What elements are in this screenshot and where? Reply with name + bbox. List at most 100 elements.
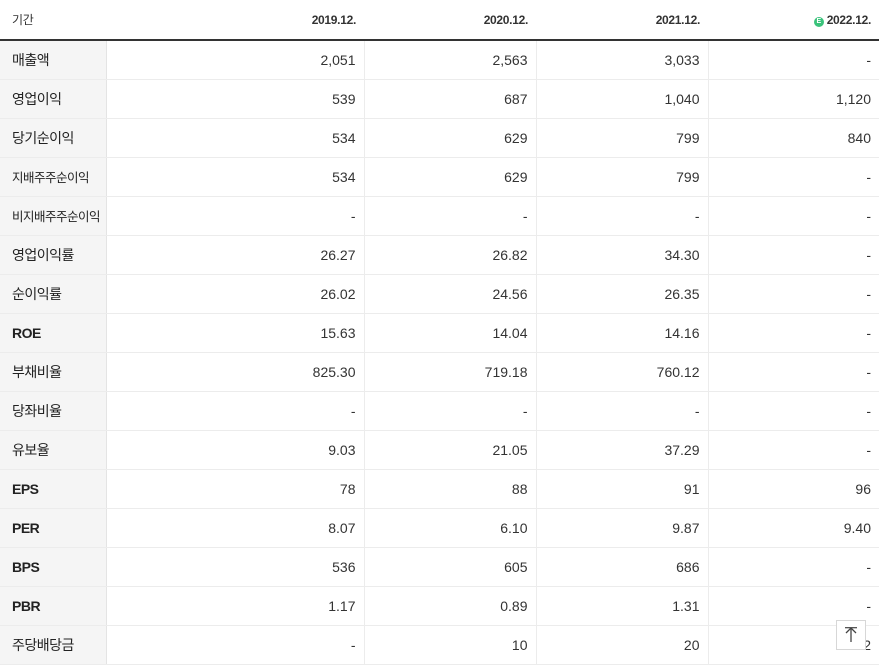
cell-value: 536: [106, 547, 365, 587]
cell-value: 9.87: [536, 508, 709, 548]
cell-value: 799: [536, 157, 709, 197]
table-row-operating-income: 영업이익 539 687 1,040 1,120: [0, 79, 879, 119]
cell-value: 88: [364, 468, 537, 509]
cell-value: 8.07: [106, 508, 365, 548]
cell-value: 91: [536, 468, 709, 509]
cell-value: 534: [106, 157, 365, 197]
period-2022-label: 2022.12.: [826, 12, 872, 27]
cell-value: 799: [536, 118, 709, 158]
cell-value: 840: [708, 118, 879, 158]
cell-value: 2,563: [364, 40, 537, 80]
table-row-quick-ratio: 당좌비율 - - - -: [0, 391, 879, 431]
cell-value: 629: [364, 157, 537, 197]
cell-value: 26.02: [106, 274, 365, 314]
cell-value: 37.29: [536, 430, 709, 470]
cell-value: -: [708, 391, 879, 431]
cell-value: 687: [364, 79, 537, 119]
row-label: 지배주주순이익: [0, 157, 107, 197]
row-label: PER: [0, 508, 107, 548]
cell-value: -: [708, 586, 879, 626]
cell-value: -: [708, 157, 879, 197]
row-label: ROE: [0, 313, 107, 353]
cell-value: 719.18: [364, 351, 537, 392]
table-row-noncontrolling-net-income: 비지배주주순이익 - - - -: [0, 196, 879, 236]
cell-value: 825.30: [106, 351, 365, 392]
row-label: 당기순이익: [0, 118, 107, 158]
cell-value: -: [106, 196, 365, 236]
table-row-debt-ratio: 부채비율 825.30 719.18 760.12 -: [0, 351, 879, 392]
period-2019: 2019.12.: [106, 0, 364, 41]
arrow-up-icon: [845, 627, 857, 642]
cell-value: -: [364, 391, 537, 431]
cell-value: 34.30: [536, 234, 709, 275]
row-label: 영업이익률: [0, 234, 107, 275]
row-label: 영업이익: [0, 79, 107, 119]
cell-value: 21.05: [364, 430, 537, 470]
cell-value: 2,051: [106, 40, 365, 80]
row-label: 주당배당금: [0, 624, 107, 665]
row-label: 비지배주주순이익: [0, 196, 107, 236]
cell-value: -: [708, 351, 879, 392]
table-row-operating-margin: 영업이익률 26.27 26.82 34.30 -: [0, 234, 879, 275]
table-row-bps: BPS 536 605 686 -: [0, 547, 879, 587]
table-row-per: PER 8.07 6.10 9.87 9.40: [0, 508, 879, 548]
cell-value: 14.16: [536, 313, 709, 353]
cell-value: -: [708, 547, 879, 587]
row-label: EPS: [0, 468, 107, 509]
cell-value: 0.89: [364, 586, 537, 626]
cell-value: 15.63: [106, 313, 365, 353]
row-label: 부채비율: [0, 351, 107, 392]
cell-value: -: [536, 391, 709, 431]
table-row-net-margin: 순이익률 26.02 24.56 26.35 -: [0, 274, 879, 314]
cell-value: 1,040: [536, 79, 709, 119]
table-row-dividend-per-share: 주당배당금 - 10 20 2: [0, 624, 879, 665]
row-label: 유보율: [0, 430, 107, 470]
cell-value: 26.27: [106, 234, 365, 275]
cell-value: 534: [106, 118, 365, 158]
table-row-pbr: PBR 1.17 0.89 1.31 -: [0, 586, 879, 626]
cell-value: -: [708, 313, 879, 353]
cell-value: 539: [106, 79, 365, 119]
cell-value: -: [708, 40, 879, 80]
scroll-to-top-button[interactable]: [836, 620, 866, 650]
cell-value: -: [364, 196, 537, 236]
cell-value: -: [708, 234, 879, 275]
period-header-label: 기간: [0, 0, 106, 41]
cell-value: 605: [364, 547, 537, 587]
table-row-revenue: 매출액 2,051 2,563 3,033 -: [0, 40, 879, 80]
table-header-row: 기간 2019.12. 2020.12. 2021.12. E 2022.12.: [0, 0, 879, 41]
table-row-controlling-net-income: 지배주주순이익 534 629 799 -: [0, 157, 879, 197]
cell-value: 24.56: [364, 274, 537, 314]
row-label: 매출액: [0, 40, 107, 80]
cell-value: 9.03: [106, 430, 365, 470]
period-2020: 2020.12.: [364, 0, 536, 41]
cell-value: 3,033: [536, 40, 709, 80]
row-label: 순이익률: [0, 274, 107, 314]
table-row-eps: EPS 78 88 91 96: [0, 468, 879, 509]
cell-value: -: [708, 274, 879, 314]
cell-value: -: [708, 196, 879, 236]
table-row-net-income: 당기순이익 534 629 799 840: [0, 118, 879, 158]
cell-value: 9.40: [708, 508, 879, 548]
cell-value: 20: [536, 624, 709, 665]
cell-value: 760.12: [536, 351, 709, 392]
estimate-badge-icon: E: [813, 16, 824, 27]
cell-value: 14.04: [364, 313, 537, 353]
cell-value: 10: [364, 624, 537, 665]
row-label: BPS: [0, 547, 107, 587]
row-label: 당좌비율: [0, 391, 107, 431]
cell-value: -: [106, 391, 365, 431]
period-2022-estimate: E 2022.12.: [708, 0, 879, 41]
period-2021: 2021.12.: [536, 0, 708, 41]
cell-value: 686: [536, 547, 709, 587]
cell-value: 629: [364, 118, 537, 158]
row-label: PBR: [0, 586, 107, 626]
table-row-roe: ROE 15.63 14.04 14.16 -: [0, 313, 879, 353]
cell-value: 1.31: [536, 586, 709, 626]
cell-value: -: [106, 624, 365, 665]
cell-value: -: [536, 196, 709, 236]
cell-value: 6.10: [364, 508, 537, 548]
cell-value: 1.17: [106, 586, 365, 626]
cell-value: 78: [106, 468, 365, 509]
